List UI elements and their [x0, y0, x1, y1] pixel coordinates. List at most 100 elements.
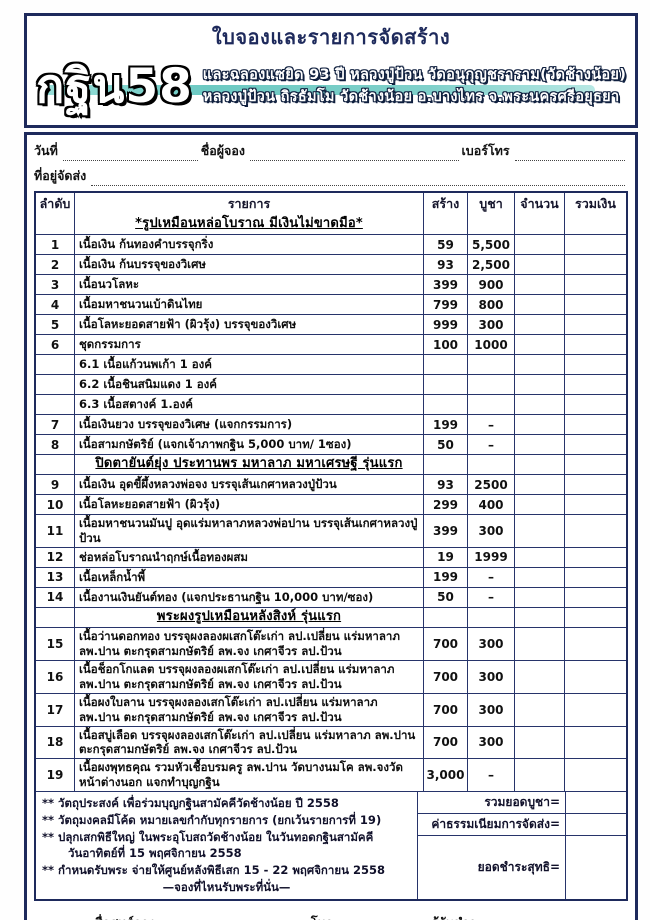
row-number-cell: 16 — [46, 669, 64, 684]
row-number-cell: 2 — [50, 257, 60, 272]
quantity-cell — [514, 607, 564, 627]
item-description-cell: เนื้องานเงินยันต์ทอง (แจกประธานกฐิน 10,0… — [74, 587, 423, 607]
price-cell: – — [467, 415, 514, 434]
made-count-cell: 799 — [423, 295, 467, 314]
price-cell: 5,500 — [467, 235, 514, 254]
price-cell: – — [467, 435, 514, 454]
row-number-cell: 6 — [50, 337, 60, 352]
total-amount-cell — [564, 455, 626, 474]
phone-write-line — [514, 147, 626, 161]
item-description-cell: 6.1 เนื้อแก้วนพเก้า 1 องค์ — [74, 355, 423, 374]
table-header-row: ลำดับ รายการ สร้าง บูชา จำนวน รวมเงิน — [36, 193, 626, 215]
made-count-cell — [423, 607, 467, 627]
row-number-cell: 5 — [50, 317, 60, 332]
section-title: พระผงรูปเหมือนหลังสิงห์ รุ่นแรก — [156, 608, 342, 624]
summary-net-row: ยอดชำระสุทธิ= — [418, 836, 626, 900]
made-count-cell — [423, 375, 467, 394]
note-line: ** ปลุกเสกพิธีใหญ่ ในพระอุโบสถวัดช้างน้อ… — [42, 829, 374, 844]
subtitle-line-2: หลวงปู่ป้วน ถิรธัมโม วัดช้างน้อย อ.บางไท… — [202, 88, 620, 105]
total-amount-cell — [564, 660, 626, 693]
table-row: 8 เนื้อสามกษัตริย์ (แจกเจ้าภาพกฐิน 5,000 … — [36, 434, 626, 454]
item-description-cell: เนื้อนวโลหะ — [74, 275, 423, 294]
quantity-cell — [514, 215, 564, 234]
total-amount-cell — [564, 275, 626, 294]
table-row: 13 เนื้อเหล็กน้ำพี้ 199– — [36, 566, 626, 587]
total-worship-label: รวมยอดบูชา= — [484, 795, 560, 810]
address-label: ที่อยู่จัดส่ง — [34, 168, 87, 183]
logo-block: กฐิน58 และฉลองแซยิด 93 ปี หลวงปู่ป้วน วั… — [33, 55, 629, 117]
quantity-cell — [514, 759, 564, 792]
item-description-cell: เนื้อโลหะยอดสายฟ้า (ผิวรุ้ง) — [74, 495, 423, 514]
shipping-address-row: ที่อยู่จัดส่ง — [34, 166, 628, 186]
made-count-cell: 19 — [423, 547, 467, 567]
total-amount-cell — [564, 375, 626, 394]
table-row: 16 เนื้อช็อกโกแลต บรรจุผงลองผเสกโต๊ะเก่า … — [36, 659, 626, 693]
total-amount-cell — [564, 627, 626, 660]
table-row: 12 ช่อหล่อโบราณนำฤกษ์เนื้อทองผสม 19 1999 — [36, 546, 626, 567]
price-cell: 1999 — [467, 547, 514, 567]
column-header-0: ลำดับ — [39, 196, 71, 211]
made-count-cell: 3,000 — [423, 759, 467, 792]
made-count-cell: 199 — [423, 567, 467, 587]
total-amount-cell — [564, 335, 626, 354]
price-cell: 2,500 — [467, 255, 514, 274]
item-description-cell: ช่อหล่อโบราณนำฤกษ์เนื้อทองผสม — [74, 547, 423, 567]
total-amount-cell — [564, 515, 626, 547]
item-description-cell: เนื้อโลหะยอดสายฟ้า (ผิวรุ้ง) บรรจุของวิเ… — [74, 315, 423, 334]
price-cell — [467, 355, 514, 374]
booker-name-label: ชื่อผู้จอง — [200, 143, 245, 158]
item-description-cell: เนื้อเงิน ก้นทองคำบรรจุกริ่ง — [74, 235, 423, 254]
row-number-cell: 8 — [50, 437, 60, 452]
notes-and-summary-row: ** วัตถุประสงค์ เพื่อร่วมบุญกฐินสามัคคีว… — [36, 791, 626, 900]
item-description-cell: เนื้อเงินยวง บรรจุของวิเศษ (แจกกรรมการ) — [74, 415, 423, 434]
price-cell: 300 — [467, 315, 514, 334]
signature-row: ชื่อศูนย์จอง โทร ผู้รับชำระ — [34, 901, 628, 920]
row-number-cell: 15 — [46, 636, 64, 651]
table-row: 19 เนื้อผงพุทธคุณ รวมหัวเชื้อบรมครู ลพ.ปา… — [36, 758, 626, 792]
item-description-cell: เนื้อว่านดอกทอง บรรจุผงลองผเสกโต๊ะเก่า ล… — [74, 627, 423, 660]
made-count-cell: 93 — [423, 255, 467, 274]
subtitle-line-1: และฉลองแซยิด 93 ปี หลวงปู่ป้วน วัดอนุกุญ… — [202, 67, 627, 84]
summary-shipping-row: ค่าธรรมเนียมการจัดส่ง= — [418, 814, 626, 837]
price-cell: – — [467, 587, 514, 607]
quantity-cell — [514, 693, 564, 726]
section-title: ปิดตายันต์ยุ่ง ประทานพร มหาลาภ มหาเศรษฐี… — [95, 456, 403, 472]
table-row: 6 ชุดกรรมการ 100 1000 — [36, 334, 626, 354]
item-description-cell: เนื้อผงใบลาน บรรจุผงลองเสกโต๊ะเก่า ลป.เป… — [74, 693, 423, 726]
total-amount-cell — [564, 395, 626, 414]
quantity-cell — [514, 726, 564, 759]
row-number-cell: 14 — [46, 590, 64, 605]
total-amount-cell — [564, 295, 626, 314]
row-number-cell: 12 — [46, 550, 64, 565]
quantity-cell — [514, 475, 564, 494]
quantity-cell — [514, 335, 564, 354]
table-row: 6.1 เนื้อแก้วนพเก้า 1 องค์ — [36, 354, 626, 374]
total-amount-cell — [564, 355, 626, 374]
price-cell: 1000 — [467, 335, 514, 354]
column-header-4: จำนวน — [514, 193, 564, 215]
quantity-cell — [514, 567, 564, 587]
row-number-cell — [36, 395, 74, 414]
made-count-cell: 700 — [423, 660, 467, 693]
made-count-cell: 93 — [423, 475, 467, 494]
made-count-cell — [423, 455, 467, 474]
row-number-cell: 19 — [46, 768, 64, 783]
price-cell: 300 — [467, 660, 514, 693]
made-count-cell: 399 — [423, 275, 467, 294]
made-count-cell: 700 — [423, 627, 467, 660]
quantity-cell — [514, 415, 564, 434]
quantity-cell — [514, 455, 564, 474]
order-items-table: ลำดับ รายการ สร้าง บูชา จำนวน รวมเงิน *รูปเหม… — [34, 191, 628, 902]
row-number-cell — [36, 355, 74, 374]
row-number-cell: 13 — [46, 570, 64, 585]
quantity-cell — [514, 375, 564, 394]
made-count-cell: 299 — [423, 495, 467, 514]
total-worship-value-cell — [565, 792, 626, 814]
made-count-cell: 700 — [423, 693, 467, 726]
row-number-cell: 17 — [46, 702, 64, 717]
quantity-cell — [514, 627, 564, 660]
made-count-cell: 100 — [423, 335, 467, 354]
quantity-cell — [514, 255, 564, 274]
row-number-cell: 3 — [50, 277, 60, 292]
